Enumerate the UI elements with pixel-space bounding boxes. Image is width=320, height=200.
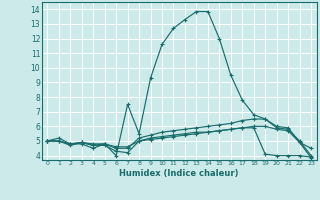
X-axis label: Humidex (Indice chaleur): Humidex (Indice chaleur) <box>119 169 239 178</box>
